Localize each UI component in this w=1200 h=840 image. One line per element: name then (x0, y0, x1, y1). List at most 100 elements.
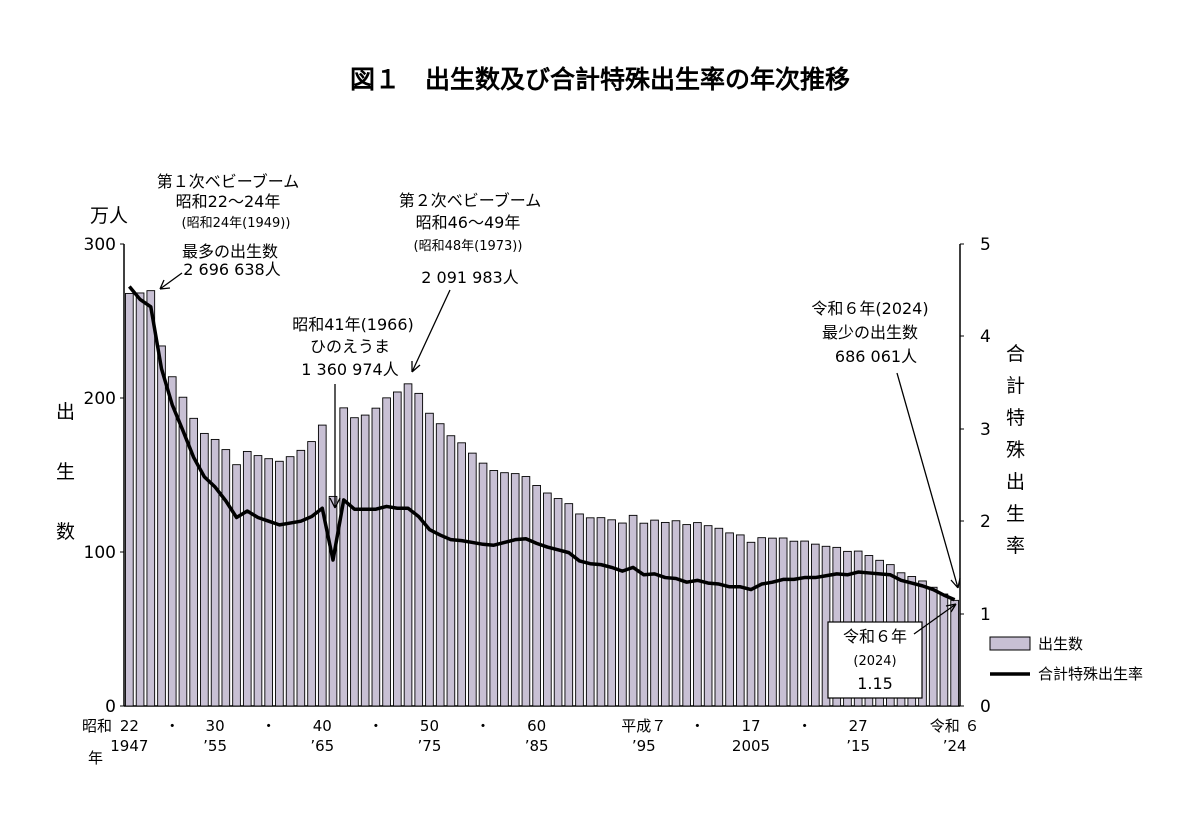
x-tick-label: ・ (690, 717, 705, 735)
tfr-annotation-box (827, 621, 923, 699)
bar (146, 290, 156, 707)
bar (435, 423, 445, 707)
annotation-line: (昭和24年(1949)) (182, 216, 291, 231)
bar (425, 412, 434, 707)
bar (221, 449, 231, 707)
x-tick-label-year: 2005 (732, 737, 770, 755)
x-tick-label-year: 1947 (110, 737, 148, 755)
annotation-min: 令和６年(2024) 最少の出生数 686 061人 (811, 299, 928, 366)
bar (521, 476, 531, 707)
left-tick-label: 100 (84, 543, 116, 563)
bar (789, 540, 799, 707)
bar (317, 424, 327, 707)
bar (596, 517, 606, 707)
annotation-arrow (159, 272, 183, 290)
annotation-line: 昭和46～49年 (416, 213, 521, 232)
annotation-arrow (329, 384, 341, 509)
annotation-line: 2 091 983人 (421, 268, 518, 287)
left-tick-label: 300 (84, 235, 116, 255)
right-axis-label-char: 率 (1006, 535, 1025, 557)
x-tick-label-year: ’95 (632, 737, 656, 755)
right-axis-label: 合 計 特 殊 出 生 率 (1006, 343, 1025, 557)
left-ticks: 0 100 200 300 (84, 235, 124, 717)
bar (382, 397, 391, 707)
bar (189, 417, 198, 707)
bar (671, 520, 681, 707)
right-tick-label: 1 (980, 605, 991, 625)
annotation-boom2: 第２次ベビーブーム 昭和46～49年 (昭和48年(1973)) 2 091 9… (399, 191, 542, 287)
bar (232, 464, 241, 707)
bar (607, 519, 616, 707)
bar (714, 527, 724, 707)
bar (403, 383, 413, 707)
bar (242, 450, 252, 707)
bar (778, 537, 788, 707)
annotation-line: 昭和41年(1966) (292, 315, 414, 334)
x-tick-label: 17 (741, 717, 760, 735)
annotation-line: 1 360 974人 (301, 360, 398, 379)
right-tick-label: 4 (980, 327, 991, 347)
annotation-line: 第２次ベビーブーム (399, 191, 542, 210)
annotation-tfr: 令和６年 (2024) 1.15 (843, 627, 907, 693)
bar (725, 532, 734, 707)
annotation-arrow (896, 372, 961, 589)
bar (532, 485, 541, 707)
x-tick-label-year: ’55 (203, 737, 227, 755)
x-era-label: 昭和 (82, 717, 112, 735)
bar (628, 514, 638, 707)
right-axis-label-char: 生 (1006, 503, 1025, 525)
bar (489, 470, 499, 707)
chart-title: 図１ 出生数及び合計特殊出生率の年次推移 (350, 65, 850, 94)
bar (543, 492, 552, 707)
x-nen-label: 年 (88, 749, 103, 767)
annotation-line: 1.15 (857, 674, 893, 693)
x-tick-label-year: ’24 (943, 737, 967, 755)
annotation-line: 令和６年(2024) (811, 299, 928, 318)
bar (768, 537, 777, 707)
bar (253, 455, 263, 707)
bar (639, 522, 649, 707)
bar (264, 458, 273, 707)
annotation-arrow (411, 289, 451, 373)
x-tick-label: ・ (476, 717, 491, 735)
annotation-line: 第１次ベビーブーム (157, 172, 300, 191)
tfr-line (128, 285, 956, 602)
right-axis-label-char: 特 (1006, 407, 1025, 429)
bar (178, 396, 188, 707)
bar (167, 376, 177, 707)
right-axis-label-char: 殊 (1006, 439, 1025, 461)
right-tick-label: 0 (980, 697, 991, 717)
x-tick-label-year: ’65 (310, 737, 334, 755)
x-tick-label-year: ’85 (525, 737, 549, 755)
bar (393, 391, 402, 707)
bar (746, 541, 756, 707)
annotation-arrow (913, 603, 957, 635)
bar (125, 292, 134, 707)
bar (275, 460, 284, 707)
annotation-line: 令和６年 (843, 627, 907, 646)
bar (500, 472, 509, 707)
bar (296, 449, 306, 707)
x-tick-label: ・ (797, 717, 812, 735)
x-tick-label: ・ (165, 717, 180, 735)
legend-line-label: 合計特殊出生率 (1038, 665, 1143, 683)
bar (585, 517, 595, 707)
bar (135, 292, 145, 707)
bar (200, 432, 209, 707)
right-tick-label: 5 (980, 235, 991, 255)
bar (811, 543, 820, 707)
left-axis-label-char: 生 (56, 461, 75, 483)
legend-bar-label: 出生数 (1038, 635, 1083, 653)
bar (468, 452, 477, 707)
annotation-line: 昭和22～24年 (176, 192, 281, 211)
x-tick-label: 27 (849, 717, 868, 735)
bar (350, 417, 359, 707)
tfr-line-group (128, 285, 956, 602)
left-axis-unit: 万人 (90, 205, 128, 227)
bar (660, 521, 670, 707)
bar (618, 522, 627, 707)
bar (800, 540, 809, 707)
x-tick-label-year: ’75 (418, 737, 442, 755)
x-tick-label: 22 (120, 717, 139, 735)
x-tick-label: 40 (313, 717, 332, 735)
